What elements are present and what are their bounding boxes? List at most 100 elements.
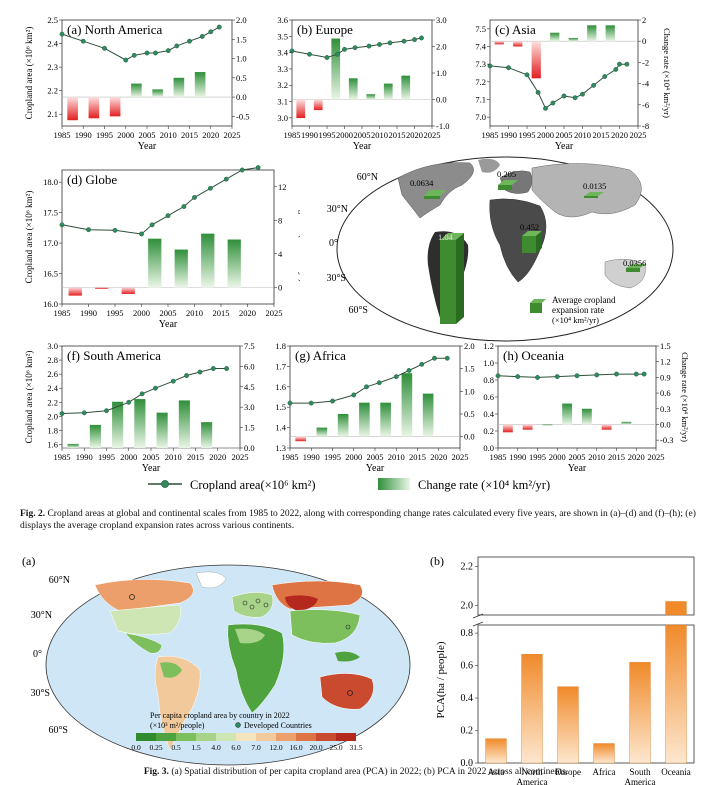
- y-right-tick-c: -6: [642, 100, 649, 110]
- y-left-tick-d: 17.0: [43, 238, 58, 248]
- y-left-tick-h: 0.0: [483, 443, 494, 453]
- point-d-3: [139, 231, 144, 237]
- y-right-label-c: Change rate (×10⁴ km²/yr): [662, 28, 672, 118]
- legend-bar-label: Change rate (×10⁴ km²/yr): [418, 478, 550, 492]
- fig3b-upper-frame: [477, 556, 695, 616]
- y-left-tick-f: 2.4: [47, 383, 58, 393]
- point-c-5: [550, 100, 556, 106]
- point-f-7: [184, 373, 190, 378]
- point-g-8: [419, 361, 425, 367]
- fig3b-lower-frame: [477, 624, 695, 764]
- y-right-tick-h: 0.0: [660, 419, 671, 429]
- point-c-3: [535, 90, 541, 95]
- pca-y-tick: 0.2: [461, 726, 474, 737]
- colorbar-swatch: [256, 733, 276, 741]
- bar-g-6: [422, 393, 434, 437]
- x-tick-a: 1990: [75, 130, 92, 140]
- point-h-5: [594, 372, 600, 378]
- x-tick-f: 1985: [54, 452, 71, 462]
- point-c-8: [580, 91, 585, 97]
- point-c-0: [487, 63, 493, 69]
- y-left-tick-a: 2.2: [47, 86, 58, 96]
- point-h-1: [515, 374, 521, 379]
- point-f-4: [139, 391, 145, 397]
- point-b-8: [387, 40, 393, 46]
- y-right-tick-h: 0.6: [660, 388, 671, 398]
- colorbar-swatch: [176, 733, 196, 741]
- x-tick-f: 1995: [98, 452, 115, 462]
- point-d-2: [112, 227, 118, 233]
- map-lat-0: 0°: [329, 238, 338, 249]
- x-tick-h: 2025: [648, 452, 665, 462]
- colorbar-tick: 0.0: [131, 743, 141, 752]
- colorbar-tick: 6.0: [231, 743, 241, 752]
- figure-2: 1985 1990 1995 2000 2005 2010 2015 2020 2025Year…: [24, 15, 690, 492]
- x-tick-a: 2010: [160, 130, 177, 140]
- y-left-tick-f: 3.0: [47, 341, 58, 351]
- x-tick-f: 2025: [232, 452, 249, 462]
- bar-g-0: [295, 436, 306, 442]
- bar-d-5: [201, 233, 215, 288]
- pca-category-label: Asia: [488, 767, 505, 777]
- colorbar-tick: 0.25: [149, 743, 162, 752]
- y-right-tick-h: -0.3: [660, 435, 673, 445]
- fig2-caption: Fig. 2. Cropland areas at global and con…: [20, 508, 696, 533]
- x-tick-d: 2020: [239, 308, 256, 318]
- map-bar-africa: [522, 231, 542, 253]
- map-value-asia: 0.0135: [583, 181, 606, 191]
- colorbar-swatch: [236, 733, 256, 741]
- colorbar-swatch: [296, 733, 316, 741]
- y-right-tick-a: -0.5: [236, 111, 249, 121]
- point-b-10: [412, 37, 417, 42]
- colorbar-tick: 1.5: [191, 743, 201, 752]
- fig3-lat-30n: 30°N: [31, 610, 52, 621]
- y-left-tick-c: 7.5: [475, 24, 486, 34]
- y-right-tick-d: 4: [278, 249, 283, 259]
- x-tick-b: 1990: [301, 130, 318, 140]
- point-c-2: [524, 72, 530, 78]
- point-c-10: [602, 74, 608, 79]
- x-tick-h: 2015: [608, 452, 625, 462]
- fig3-label-a: (a): [22, 554, 35, 568]
- map-lat-60n: 60°N: [357, 172, 378, 183]
- bar-d-3: [148, 238, 162, 288]
- bar-b-5: [383, 83, 393, 100]
- y-right-tick-a: 2.0: [236, 15, 247, 25]
- bar-b-4: [366, 94, 376, 100]
- fig3-map: 60°N 30°N 0° 30°S 60°S Per capita cropla…: [30, 564, 411, 766]
- colorbar-swatch: [136, 733, 156, 741]
- y-left-tick-c: 7.4: [475, 42, 486, 52]
- x-label-d: Year: [159, 319, 178, 330]
- fig3-lat-60s: 60°S: [48, 725, 68, 736]
- pca-category-label: Oceania: [661, 767, 690, 777]
- area-line-d: [61, 167, 259, 235]
- point-g-9: [432, 355, 437, 361]
- x-label-c: Year: [555, 141, 574, 152]
- y-right-tick-a: 0.5: [236, 73, 247, 83]
- y-left-tick-a: 2.1: [47, 109, 58, 119]
- bar-c-6: [605, 25, 615, 42]
- point-c-4: [543, 105, 548, 111]
- y-right-tick-f: 1.5: [244, 423, 255, 433]
- y-left-tick-d: 18.0: [43, 177, 58, 187]
- x-tick-b: 2005: [354, 130, 371, 140]
- x-tick-g: 1985: [282, 452, 299, 462]
- x-tick-h: 1995: [529, 452, 546, 462]
- bar-h-5: [601, 424, 612, 430]
- map-legend-line3: (×10⁴ km²/yr): [552, 315, 599, 325]
- y-right-tick-c: -8: [642, 121, 649, 131]
- x-tick-c: 2010: [574, 130, 591, 140]
- map-bar-south-america: [440, 233, 464, 324]
- x-tick-g: 2005: [367, 452, 384, 462]
- x-tick-f: 2000: [120, 452, 137, 462]
- fig3-caption-text: (a) Spatial distribution of per capita c…: [171, 767, 569, 777]
- point-b-6: [366, 43, 372, 49]
- y-left-label-d: Cropland area (×10⁶ km²): [24, 191, 34, 284]
- point-h-0: [495, 373, 501, 379]
- point-f-9: [210, 366, 216, 371]
- point-c-6: [561, 93, 567, 99]
- y-right-tick-b: 3.0: [436, 15, 447, 25]
- pca-category-label: South: [629, 767, 651, 777]
- x-tick-g: 2010: [388, 452, 405, 462]
- x-tick-h: 1990: [509, 452, 526, 462]
